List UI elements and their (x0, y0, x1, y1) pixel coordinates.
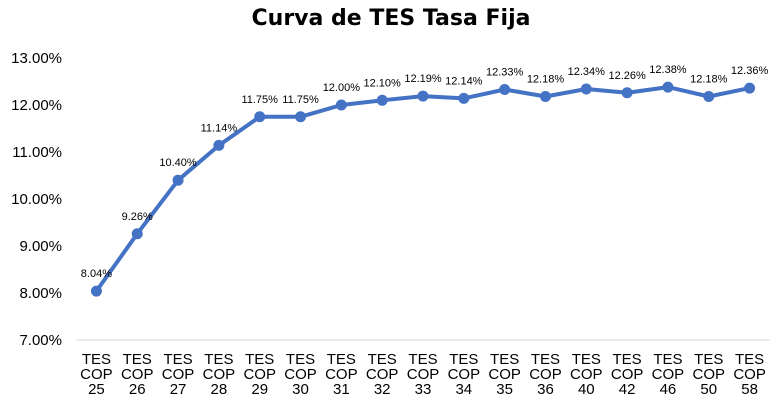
x-tick-label: TES COP 46 (652, 351, 685, 398)
y-tick-label: 7.00% (19, 332, 62, 349)
data-label: 8.04% (81, 268, 112, 280)
y-tick-label: 10.00% (11, 191, 62, 208)
data-point (580, 83, 592, 95)
data-label: 12.18% (527, 74, 565, 86)
x-tick-label: TES COP 40 (570, 351, 603, 398)
data-point (131, 228, 143, 240)
data-point (90, 285, 102, 297)
x-tick-label: TES COP 32 (366, 351, 399, 398)
data-point (621, 87, 633, 99)
data-point (254, 111, 266, 123)
x-tick-label: TES COP 30 (284, 351, 317, 398)
data-label: 12.00% (323, 82, 361, 94)
data-points (90, 81, 756, 297)
y-axis: 7.00% 8.00% 9.00% 10.00% 11.00% 12.00% 13.00% (11, 50, 62, 349)
data-point (335, 99, 347, 111)
x-tick-label: TES COP 58 (733, 351, 766, 398)
data-point (295, 111, 307, 123)
data-point (417, 90, 429, 102)
data-point (213, 139, 225, 151)
chart-title: Curva de TES Tasa Fija (251, 6, 531, 31)
data-label: 11.75% (282, 94, 319, 106)
data-label: 12.18% (690, 74, 728, 86)
x-tick-label: TES COP 31 (325, 351, 358, 398)
y-tick-label: 13.00% (11, 50, 62, 67)
y-tick-label: 11.00% (12, 144, 62, 161)
y-tick-label: 9.00% (19, 238, 62, 255)
data-point (539, 91, 551, 103)
x-tick-label: TES COP 29 (243, 351, 276, 398)
data-label: 9.26% (122, 211, 153, 223)
data-point (703, 91, 715, 103)
data-label: 11.14% (201, 122, 238, 134)
data-label: 12.36% (731, 65, 769, 77)
x-tick-label: TES COP 42 (611, 351, 644, 398)
x-tick-label: TES COP 26 (121, 351, 154, 398)
x-tick-label: TES COP 34 (448, 351, 481, 398)
data-labels: 8.04% 9.26% 10.40% 11.14% 11.75% 11.75% 12.00%… (81, 64, 769, 280)
data-label: 12.19% (404, 73, 442, 85)
y-tick-label: 12.00% (11, 97, 62, 114)
data-label: 12.38% (649, 64, 687, 76)
data-point (744, 82, 756, 94)
x-tick-label: TES COP 25 (80, 351, 113, 398)
data-point (458, 92, 470, 104)
data-label: 11.75% (241, 94, 278, 106)
x-tick-label: TES COP 27 (162, 351, 195, 398)
x-tick-label: TES COP 28 (203, 351, 236, 398)
x-tick-label: TES COP 35 (488, 351, 521, 398)
data-point (172, 174, 184, 186)
data-point (376, 94, 388, 106)
data-label: 12.33% (486, 66, 524, 78)
x-tick-label: TES COP 36 (529, 351, 562, 398)
data-label: 10.40% (159, 157, 197, 169)
series-line (94, 85, 752, 294)
data-point (499, 83, 511, 95)
data-label: 12.26% (608, 70, 646, 82)
y-tick-label: 8.00% (19, 285, 62, 302)
data-label: 12.14% (445, 75, 483, 87)
x-tick-label: TES COP 50 (693, 351, 726, 398)
data-label: 12.34% (568, 66, 606, 78)
x-tick-label: TES COP 33 (407, 351, 440, 398)
data-point (662, 81, 674, 93)
data-label: 12.10% (364, 77, 402, 89)
